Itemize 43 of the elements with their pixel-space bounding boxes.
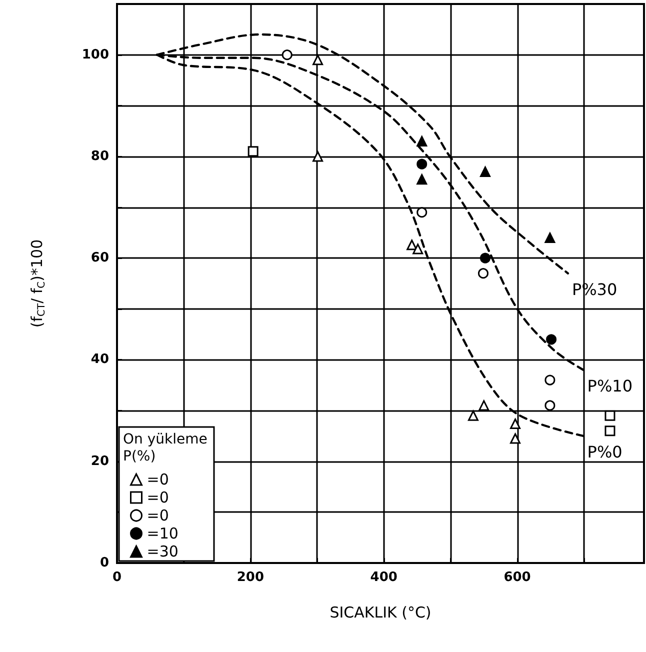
point [546, 334, 557, 345]
point [544, 374, 556, 386]
point [416, 207, 428, 218]
x-tick-label: 200 [236, 570, 264, 585]
series-label: P%10 [587, 376, 633, 396]
y-tick-label: 80 [90, 148, 109, 164]
x-axis-title: SICAKLIK (°C) [330, 604, 432, 622]
y-axis-title: (fCT/ fC)*100 [28, 239, 48, 328]
point [416, 174, 428, 185]
legend-label: =0 [146, 488, 169, 506]
legend-title: On yükleme P(%) [123, 432, 208, 464]
point [478, 268, 488, 279]
point [604, 426, 616, 436]
point [510, 433, 520, 444]
y-tick-label: 20 [90, 454, 109, 469]
point [412, 244, 424, 254]
point [480, 252, 490, 264]
y-tick-label: 40 [90, 352, 109, 368]
x-tick-label: 600 [504, 570, 531, 585]
point [468, 410, 478, 421]
legend-label: =0 [146, 470, 169, 488]
y-tick-label: 60 [90, 250, 109, 266]
point [478, 400, 490, 411]
point [312, 54, 324, 66]
legend-label: =30 [146, 542, 178, 560]
point [604, 410, 616, 421]
x-tick-label: 0 [112, 570, 122, 585]
point [312, 151, 324, 162]
point [416, 136, 428, 146]
point [406, 240, 418, 250]
point [544, 232, 556, 244]
y-tick-label: 100 [82, 47, 109, 62]
point [416, 158, 428, 170]
point [282, 50, 292, 60]
point [248, 146, 258, 157]
legend-label: =10 [146, 524, 178, 542]
y-tick-label: 0 [100, 556, 109, 570]
legend-label: =0 [146, 506, 169, 524]
point [510, 418, 520, 430]
x-tick-label: 400 [370, 570, 398, 585]
point [480, 166, 490, 177]
point [544, 400, 556, 411]
series-label: P%0 [587, 442, 622, 462]
